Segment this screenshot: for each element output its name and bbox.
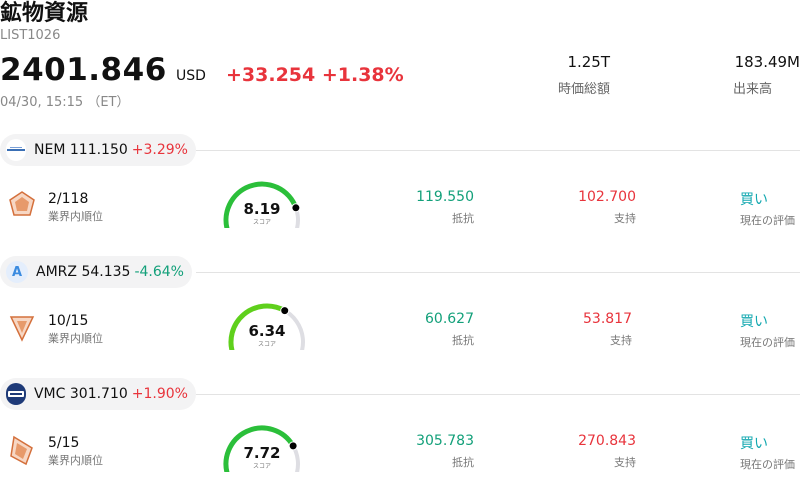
score-gauge: 8.19 スコア	[217, 178, 307, 235]
resistance-value: 60.627	[425, 311, 474, 327]
stock-chip-vmc[interactable]: VMC 301.710 +1.90%	[0, 378, 196, 410]
score-value: 6.34	[248, 322, 286, 340]
rating-label: 現在の評価	[740, 336, 795, 349]
support-label: 支持	[614, 212, 636, 225]
index-code: LIST1026	[0, 28, 61, 43]
support-value: 102.700	[578, 189, 636, 205]
index-price: 2401.846	[0, 52, 167, 88]
volume-label: 出来高	[732, 82, 772, 97]
index-change: +33.254 +1.38%	[226, 64, 404, 86]
gauge-indicator	[291, 203, 301, 213]
rank-icon	[8, 312, 36, 346]
divider	[196, 394, 800, 395]
rank-label: 業界内順位	[48, 332, 103, 345]
divider	[196, 150, 800, 151]
rating-label: 現在の評価	[740, 458, 795, 471]
stock-chip-amrz[interactable]: A AMRZ 54.135 -4.64%	[0, 256, 192, 288]
resistance-label: 抵抗	[452, 456, 474, 469]
rank-label: 業界内順位	[48, 454, 103, 467]
stock-change: -4.64%	[134, 264, 184, 280]
rank-value: 5/15	[48, 435, 80, 451]
gauge-fill	[223, 425, 296, 479]
vmc-logo-icon	[6, 383, 26, 405]
stock-price: 301.710	[69, 386, 128, 402]
score-label: スコア	[252, 219, 271, 226]
score-label: スコア	[257, 341, 276, 348]
amrz-logo-icon: A	[6, 261, 28, 283]
page-title: 鉱物資源	[0, 1, 89, 26]
rank-value: 2/118	[48, 191, 89, 207]
score-label: スコア	[252, 463, 271, 470]
support-value: 53.817	[583, 311, 632, 327]
resistance-value: 305.783	[416, 433, 474, 449]
divider	[196, 272, 800, 273]
rating-label: 現在の評価	[740, 214, 795, 227]
score-gauge: 6.34 スコア	[222, 300, 312, 357]
newmont-logo-icon	[6, 139, 27, 161]
timestamp: 04/30, 15:15 （ET）	[0, 95, 130, 110]
stock-price: 54.135	[81, 264, 131, 280]
stock-chip-nem[interactable]: NEM 111.150 +3.29%	[0, 134, 196, 166]
resistance-label: 抵抗	[452, 212, 474, 225]
gauge-indicator	[280, 306, 290, 316]
score-value: 8.19	[243, 200, 281, 218]
rank-label: 業界内順位	[48, 210, 103, 223]
stock-change: +3.29%	[131, 142, 188, 158]
stock-symbol: AMRZ	[36, 264, 77, 280]
currency-label: USD	[176, 68, 206, 84]
stock-change: +1.90%	[131, 386, 188, 402]
resistance-value: 119.550	[416, 189, 474, 205]
stock-price: 111.150	[69, 142, 128, 158]
gauge-fill	[223, 181, 299, 235]
market-cap-label: 時価総額	[557, 82, 610, 97]
rating-value: 買い	[740, 192, 768, 208]
volume-value: 183.49M	[734, 53, 800, 71]
rank-value: 10/15	[48, 313, 89, 329]
resistance-label: 抵抗	[452, 334, 474, 347]
stock-symbol: VMC	[33, 386, 66, 402]
score-gauge: 7.72 スコア	[217, 422, 307, 479]
rating-value: 買い	[740, 314, 768, 330]
support-label: 支持	[614, 456, 636, 469]
stock-symbol: NEM	[34, 142, 66, 158]
score-value: 7.72	[243, 444, 281, 462]
rating-value: 買い	[740, 436, 768, 452]
gauge-indicator	[288, 441, 298, 451]
support-label: 支持	[610, 334, 632, 347]
market-cap-value: 1.25T	[567, 53, 610, 71]
rank-icon	[8, 434, 36, 470]
support-value: 270.843	[578, 433, 636, 449]
gauge-fill	[228, 303, 288, 357]
rank-icon	[8, 190, 36, 222]
